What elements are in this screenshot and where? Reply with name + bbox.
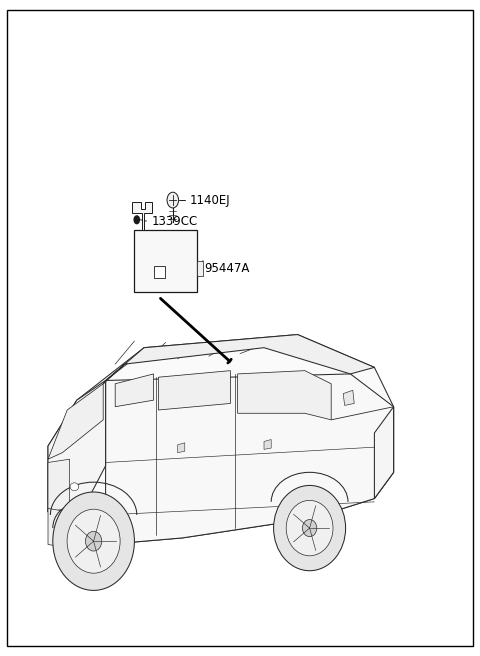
Circle shape bbox=[133, 215, 140, 224]
Text: 1339CC: 1339CC bbox=[151, 215, 197, 228]
Bar bbox=[134, 230, 197, 292]
Polygon shape bbox=[48, 380, 106, 512]
Bar bbox=[197, 260, 203, 276]
Polygon shape bbox=[106, 374, 394, 544]
Ellipse shape bbox=[70, 483, 79, 491]
Polygon shape bbox=[238, 371, 331, 420]
Polygon shape bbox=[48, 335, 394, 544]
Polygon shape bbox=[48, 508, 106, 554]
Polygon shape bbox=[55, 525, 89, 544]
Polygon shape bbox=[115, 374, 154, 407]
Polygon shape bbox=[48, 459, 70, 512]
Text: 95447A: 95447A bbox=[204, 262, 250, 276]
Polygon shape bbox=[374, 407, 394, 499]
Polygon shape bbox=[178, 443, 185, 453]
Polygon shape bbox=[158, 371, 230, 410]
Ellipse shape bbox=[53, 492, 134, 590]
Ellipse shape bbox=[302, 520, 317, 537]
Ellipse shape bbox=[85, 531, 102, 551]
Polygon shape bbox=[264, 440, 271, 449]
Polygon shape bbox=[103, 335, 374, 384]
Polygon shape bbox=[132, 202, 152, 230]
Polygon shape bbox=[343, 390, 354, 405]
Circle shape bbox=[167, 192, 179, 208]
Polygon shape bbox=[48, 384, 103, 459]
Text: 1140EJ: 1140EJ bbox=[190, 194, 230, 207]
Ellipse shape bbox=[274, 485, 346, 571]
Ellipse shape bbox=[286, 501, 333, 556]
Ellipse shape bbox=[67, 509, 120, 573]
Bar bbox=[155, 266, 165, 278]
